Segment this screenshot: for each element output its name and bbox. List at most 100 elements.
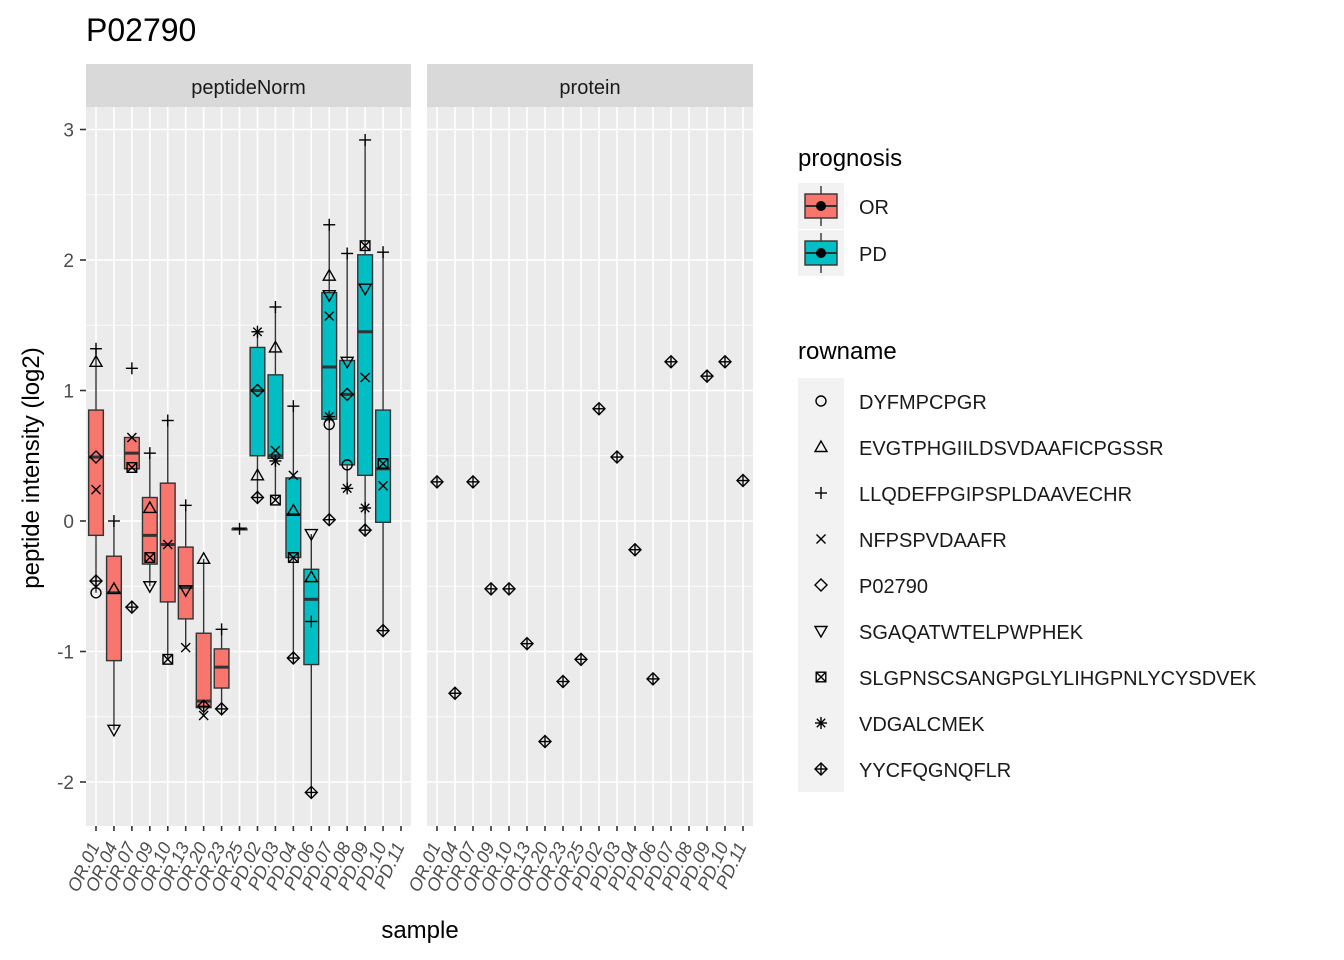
box-OR.01 bbox=[87, 348, 105, 593]
point-OR.01 bbox=[430, 474, 444, 489]
point-PD.08 bbox=[341, 459, 353, 471]
point-PD.06 bbox=[304, 785, 319, 800]
legend-title: rowname bbox=[798, 338, 897, 365]
point-PD.04 bbox=[287, 552, 299, 564]
point-OR.09 bbox=[143, 447, 156, 460]
box-body bbox=[195, 632, 212, 709]
legend-label: EVGTPHGIILDSVDAAFICPGSSR bbox=[859, 438, 1164, 460]
point-PD.06 bbox=[304, 569, 319, 583]
point-OR.09 bbox=[484, 581, 498, 596]
facet-strip-label: peptideNorm bbox=[191, 77, 306, 99]
point-OR.04 bbox=[106, 581, 122, 595]
point-OR.01 bbox=[89, 450, 103, 465]
point-PD.09 bbox=[359, 501, 372, 514]
point-OR.23 bbox=[556, 674, 570, 689]
point-PD.09 bbox=[359, 240, 371, 252]
point-PD.02 bbox=[250, 383, 265, 398]
point-OR.13 bbox=[178, 584, 193, 598]
facet-panels: peptideNormOR.01OR.04OR.07OR.09OR.10OR.1… bbox=[64, 64, 753, 895]
box-body bbox=[339, 359, 356, 466]
point-OR.10 bbox=[162, 653, 174, 665]
point-OR.23 bbox=[214, 701, 229, 716]
box-body bbox=[141, 496, 158, 565]
point-PD.09 bbox=[359, 133, 372, 146]
box-OR.10 bbox=[159, 420, 176, 660]
legend-symbol bbox=[815, 717, 827, 729]
point-OR.04 bbox=[106, 724, 122, 738]
point-OR.13 bbox=[520, 636, 534, 651]
box-OR.09 bbox=[141, 453, 158, 587]
point-PD.04 bbox=[288, 470, 299, 481]
point-OR.10 bbox=[502, 581, 516, 596]
point-PD.08 bbox=[339, 356, 355, 370]
point-PD.07 bbox=[323, 218, 336, 231]
point-PD.03 bbox=[269, 494, 281, 506]
point-OR.13 bbox=[179, 499, 192, 512]
legend-key-PD bbox=[798, 230, 844, 276]
legend-label: NFPSPVDAAFR bbox=[859, 530, 1007, 552]
box-body bbox=[375, 409, 392, 524]
point-OR.10 bbox=[162, 539, 173, 550]
x-axis-label: sample bbox=[381, 917, 458, 944]
point-PD.04 bbox=[628, 542, 642, 557]
point-PD.02 bbox=[251, 325, 264, 338]
legend-symbol bbox=[814, 762, 828, 776]
legend-rowname: rowname DYFMPCPGR EVGTPHGIILDSVDAAFICPGSSR… bbox=[798, 338, 1257, 792]
legend-symbol bbox=[815, 487, 827, 499]
point-PD.02 bbox=[250, 490, 265, 505]
point-OR.07 bbox=[466, 474, 480, 489]
point-PD.07 bbox=[322, 512, 337, 527]
point-OR.07 bbox=[126, 432, 137, 443]
point-OR.20 bbox=[196, 699, 211, 714]
point-PD.07 bbox=[324, 311, 335, 322]
y-tick-label: 0 bbox=[63, 512, 74, 533]
point-OR.13 bbox=[180, 642, 191, 653]
y-tick-label: -2 bbox=[57, 773, 74, 794]
point-PD.04 bbox=[287, 400, 300, 413]
point-OR.04 bbox=[107, 515, 120, 527]
point-PD.07 bbox=[322, 268, 337, 281]
point-PD.10 bbox=[376, 623, 391, 638]
point-PD.10 bbox=[378, 480, 389, 491]
box-body bbox=[267, 374, 284, 460]
legend-symbol bbox=[816, 534, 826, 544]
point-PD.10 bbox=[377, 458, 389, 470]
box-PD.02 bbox=[249, 331, 266, 498]
point-OR.01 bbox=[88, 354, 104, 367]
panel-background bbox=[86, 107, 411, 826]
legend-label: LLQDEFPGIPSPLDAAVECHR bbox=[859, 484, 1132, 506]
y-tick-label: 1 bbox=[63, 382, 74, 403]
box-body bbox=[357, 254, 374, 477]
box-body bbox=[105, 555, 122, 662]
box-body bbox=[285, 477, 302, 559]
point-OR.20 bbox=[198, 710, 209, 721]
y-axis-label: peptide intensity (log2) bbox=[18, 347, 45, 588]
point-OR.07 bbox=[126, 461, 138, 473]
box-body bbox=[249, 346, 266, 457]
point-PD.06 bbox=[646, 671, 660, 686]
point-OR.25 bbox=[574, 652, 588, 667]
box-body bbox=[177, 546, 194, 620]
point-OR.07 bbox=[125, 362, 138, 375]
box-PD.08 bbox=[339, 253, 356, 489]
point-OR.25 bbox=[233, 522, 246, 535]
chart-title: P02790 bbox=[86, 12, 196, 48]
legend-label: YYCFQGNQFLR bbox=[859, 760, 1011, 782]
y-tick-label: 2 bbox=[63, 251, 74, 272]
legend-title: prognosis bbox=[798, 145, 902, 172]
point-OR.09 bbox=[142, 581, 158, 594]
box-body bbox=[159, 482, 176, 603]
point-OR.09 bbox=[142, 500, 158, 514]
point-OR.20 bbox=[196, 551, 211, 565]
point-OR.23 bbox=[215, 623, 228, 636]
box-body bbox=[321, 291, 338, 420]
point-PD.10 bbox=[718, 354, 732, 369]
legend-prognosis: prognosis OR PD bbox=[798, 145, 902, 276]
y-axis: -2 -1 0 1 2 3 bbox=[57, 121, 86, 794]
panel-peptideNorm: peptideNormOR.01OR.04OR.07OR.09OR.10OR.1… bbox=[64, 64, 411, 895]
point-PD.07 bbox=[664, 354, 678, 369]
point-PD.03 bbox=[269, 300, 282, 313]
point-PD.06 bbox=[304, 528, 319, 542]
point-PD.03 bbox=[268, 340, 283, 353]
